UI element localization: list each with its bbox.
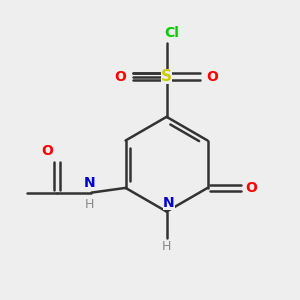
Text: O: O (207, 70, 218, 84)
Text: H: H (84, 198, 94, 211)
Text: N: N (163, 196, 175, 210)
Text: O: O (115, 70, 127, 84)
Text: O: O (41, 144, 53, 158)
Text: Cl: Cl (164, 26, 179, 40)
Text: O: O (246, 181, 258, 195)
Text: H: H (162, 240, 171, 253)
Text: S: S (161, 69, 172, 84)
Text: N: N (83, 176, 95, 190)
